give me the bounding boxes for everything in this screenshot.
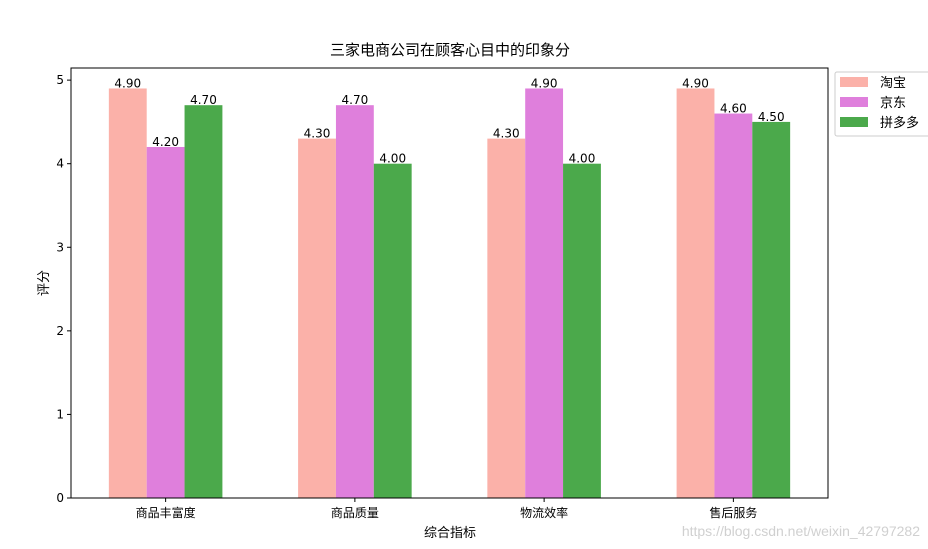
y-tick-label: 3 [56,240,64,254]
data-label: 4.00 [379,152,406,166]
bar [335,105,374,499]
x-tick-label: 售后服务 [709,505,757,520]
bar [714,113,753,499]
y-tick-label: 1 [56,407,64,421]
x-tick-label: 商品丰富度 [136,505,196,520]
x-axis-label: 综合指标 [424,526,476,541]
bar [487,138,526,499]
legend-swatch [840,77,868,87]
legend-swatch [840,97,868,107]
bar [108,88,147,498]
data-label: 4.30 [304,127,331,141]
data-label: 4.90 [682,76,709,90]
x-tick-label: 物流效率 [520,505,568,520]
data-label: 4.60 [720,102,747,116]
bar [184,105,223,499]
bar [298,138,336,499]
watermark: https://blog.csdn.net/weixin_42797282 [681,523,920,539]
legend-label: 淘宝 [880,76,906,91]
bar [146,146,185,498]
data-label: 4.30 [493,127,520,141]
data-label: 4.90 [531,76,558,90]
plot-frame [70,67,829,499]
bar [563,163,601,498]
y-tick-label: 0 [56,491,64,505]
data-label: 4.00 [569,152,596,166]
data-label: 4.70 [342,93,369,107]
y-tick-label: 5 [56,73,64,87]
legend-label: 京东 [880,96,906,111]
bar [525,88,564,498]
bar [752,121,791,498]
y-tick-label: 2 [56,324,64,338]
data-label: 4.50 [758,110,785,124]
x-tick-label: 商品质量 [331,505,379,520]
data-label: 4.20 [152,135,179,149]
bar [373,163,412,498]
chart-title: 三家电商公司在顾客心目中的印象分 [330,41,570,59]
data-label: 4.70 [190,93,217,107]
y-tick-label: 4 [56,157,64,171]
legend-label: 拼多多 [880,115,919,131]
y-axis-label: 评分 [37,270,52,296]
data-label: 4.90 [114,76,141,90]
bar [676,88,715,498]
legend-swatch [840,117,868,127]
